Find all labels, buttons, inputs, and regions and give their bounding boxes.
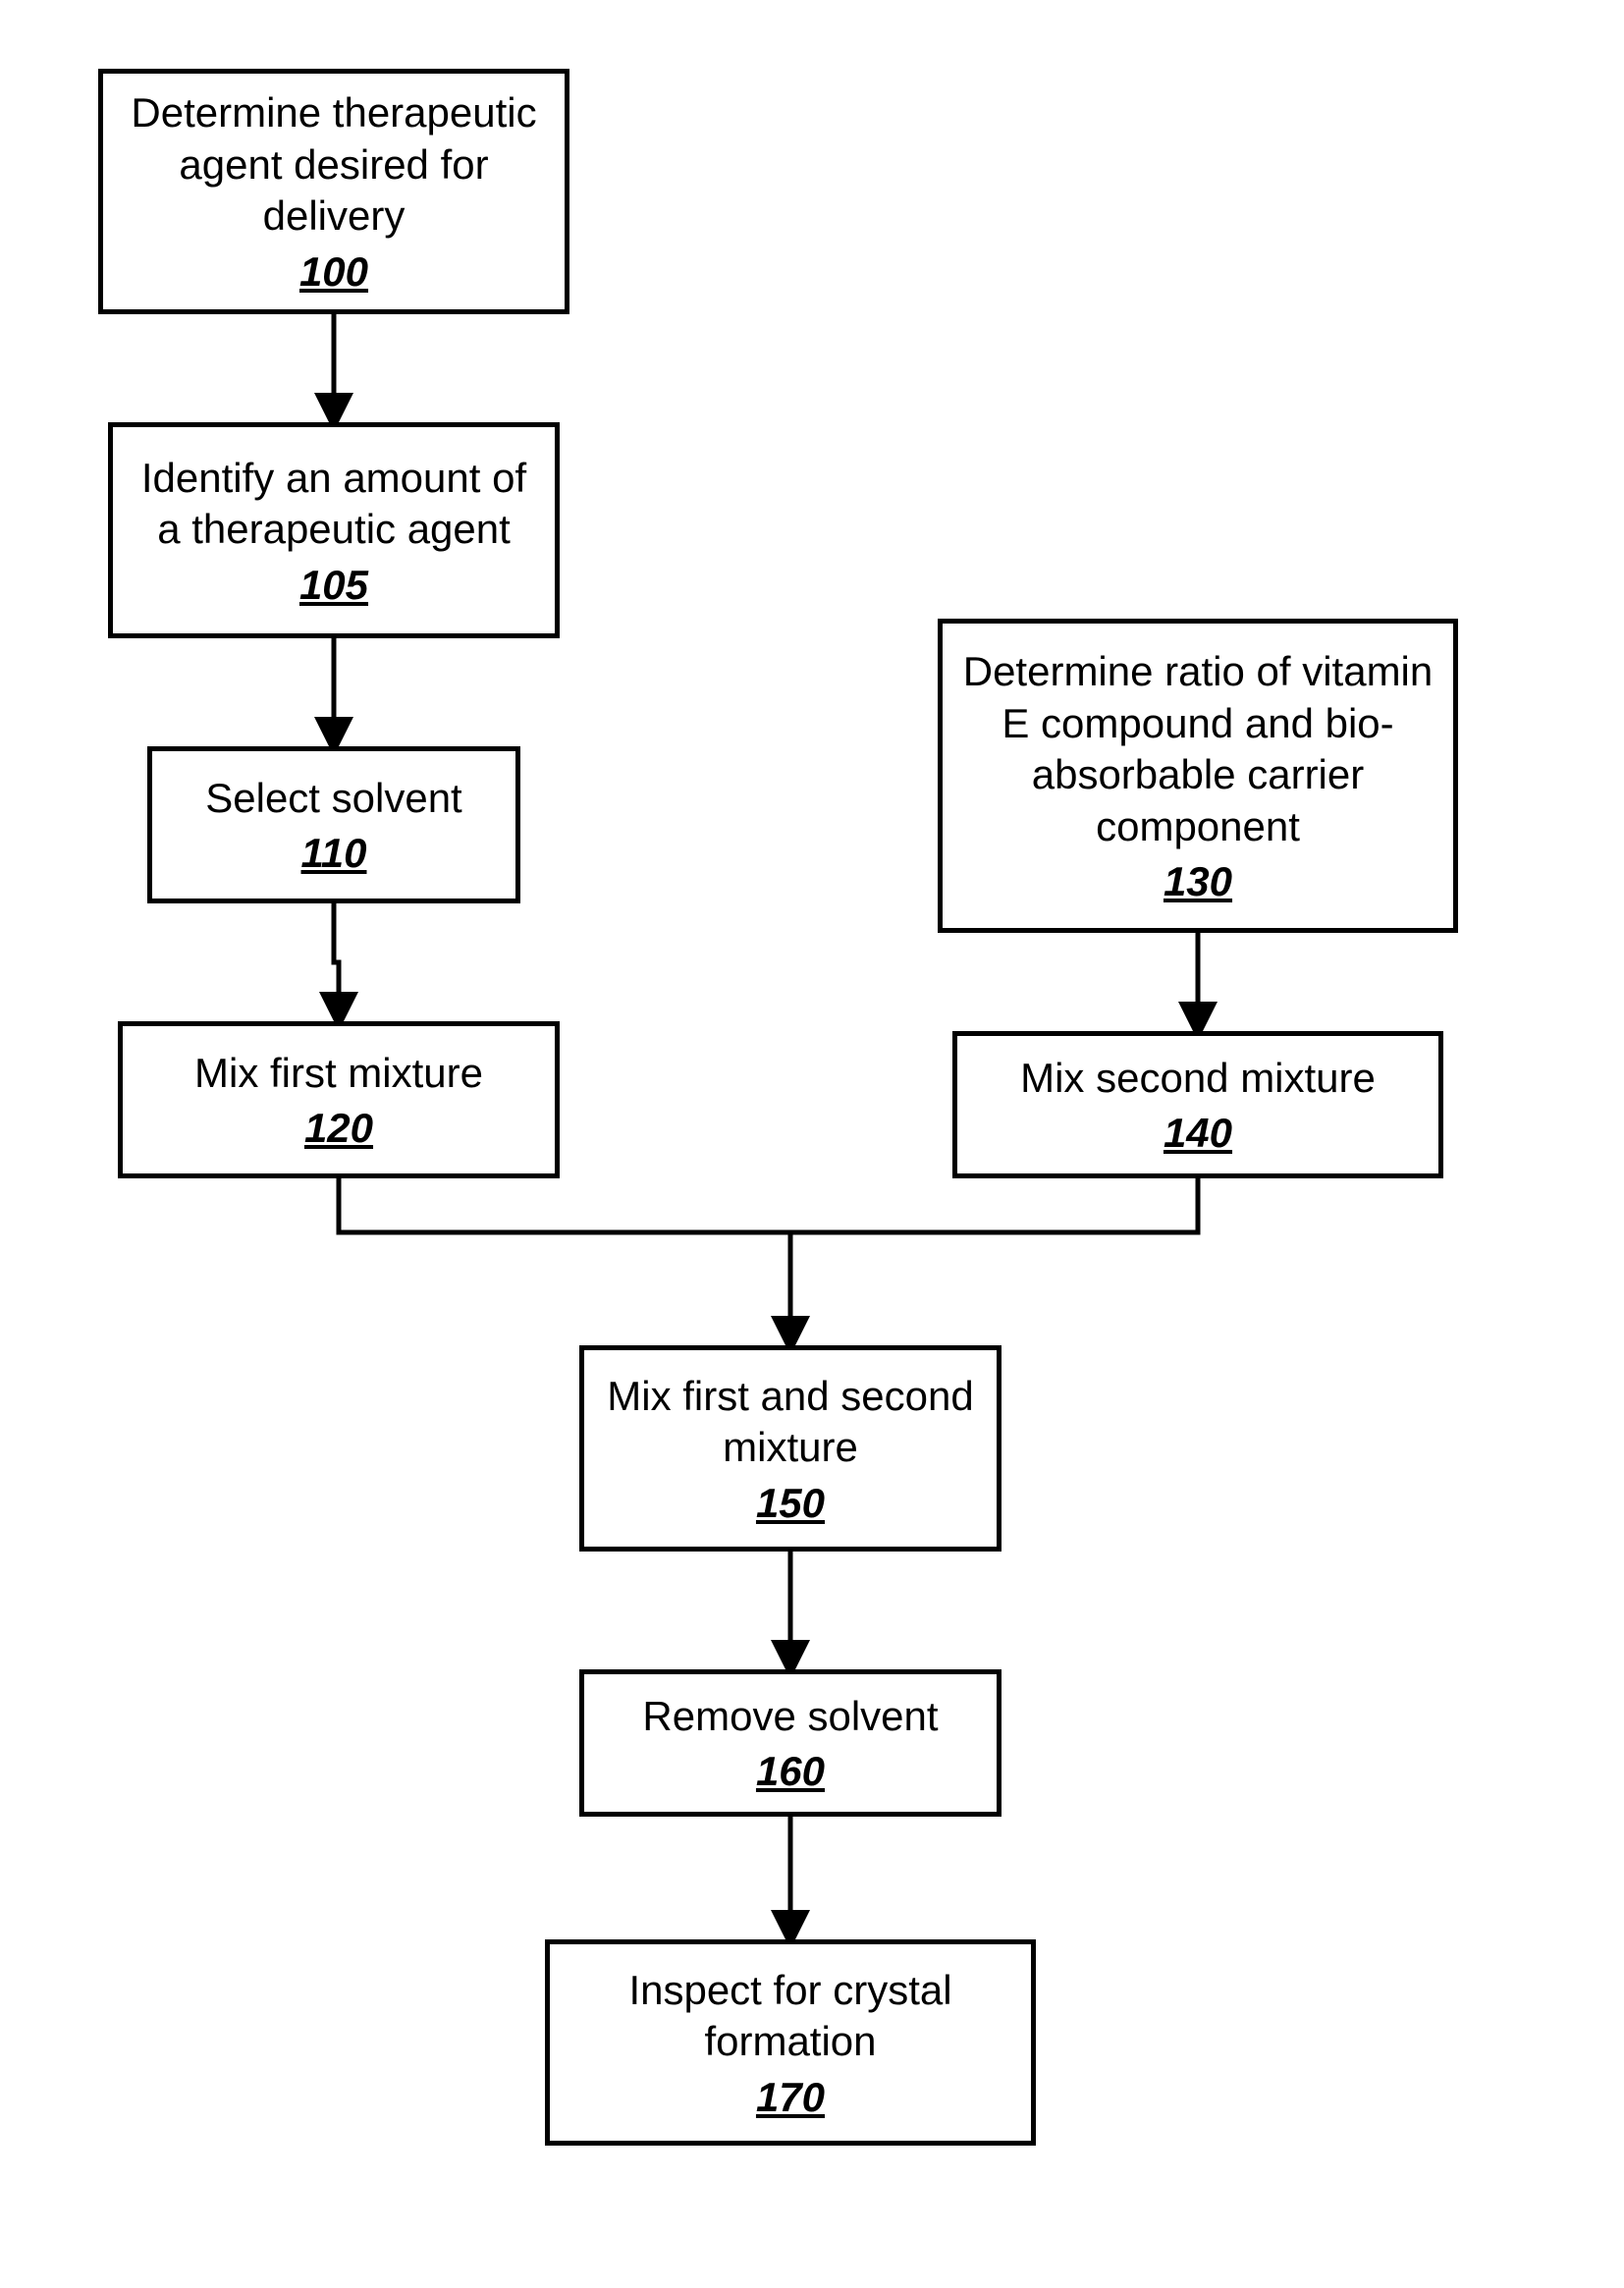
node-105: Identify an amount of a therapeutic agen… xyxy=(108,422,560,638)
node-160-num: 160 xyxy=(756,1748,825,1795)
node-120: Mix first mixture 120 xyxy=(118,1021,560,1178)
node-170-text: Inspect for crystal formation xyxy=(569,1965,1011,2068)
node-105-num: 105 xyxy=(299,562,368,609)
node-100-text: Determine therapeutic agent desired for … xyxy=(123,87,545,243)
node-150: Mix first and second mixture 150 xyxy=(579,1345,1001,1552)
node-170-num: 170 xyxy=(756,2074,825,2121)
node-100-num: 100 xyxy=(299,248,368,296)
node-170: Inspect for crystal formation 170 xyxy=(545,1939,1036,2146)
node-110-text: Select solvent xyxy=(205,773,461,825)
node-160-text: Remove solvent xyxy=(642,1691,938,1743)
node-110-num: 110 xyxy=(301,830,367,877)
node-130-text: Determine ratio of vitamin E compound an… xyxy=(962,646,1434,852)
node-140-num: 140 xyxy=(1164,1110,1232,1157)
node-110: Select solvent 110 xyxy=(147,746,520,903)
node-130: Determine ratio of vitamin E compound an… xyxy=(938,619,1458,933)
node-160: Remove solvent 160 xyxy=(579,1669,1001,1817)
flowchart-canvas: Determine therapeutic agent desired for … xyxy=(0,0,1624,2288)
node-100: Determine therapeutic agent desired for … xyxy=(98,69,569,314)
node-105-text: Identify an amount of a therapeutic agen… xyxy=(133,453,535,556)
node-150-text: Mix first and second mixture xyxy=(604,1371,977,1474)
node-150-num: 150 xyxy=(756,1480,825,1527)
node-140: Mix second mixture 140 xyxy=(952,1031,1443,1178)
node-120-num: 120 xyxy=(304,1105,373,1152)
node-120-text: Mix first mixture xyxy=(194,1048,483,1100)
node-130-num: 130 xyxy=(1164,858,1232,905)
node-140-text: Mix second mixture xyxy=(1020,1053,1376,1105)
